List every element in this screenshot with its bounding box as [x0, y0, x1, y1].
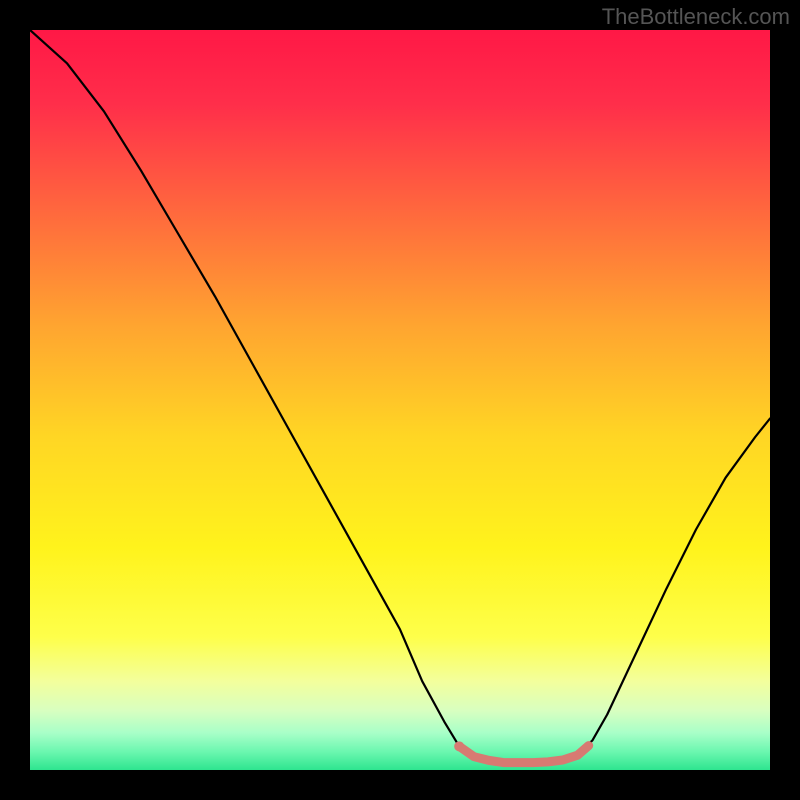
chart-svg — [30, 30, 770, 770]
watermark-text: TheBottleneck.com — [602, 4, 790, 30]
bottleneck-chart — [30, 30, 770, 770]
chart-background — [30, 30, 770, 770]
valley-start-dot — [454, 741, 464, 751]
